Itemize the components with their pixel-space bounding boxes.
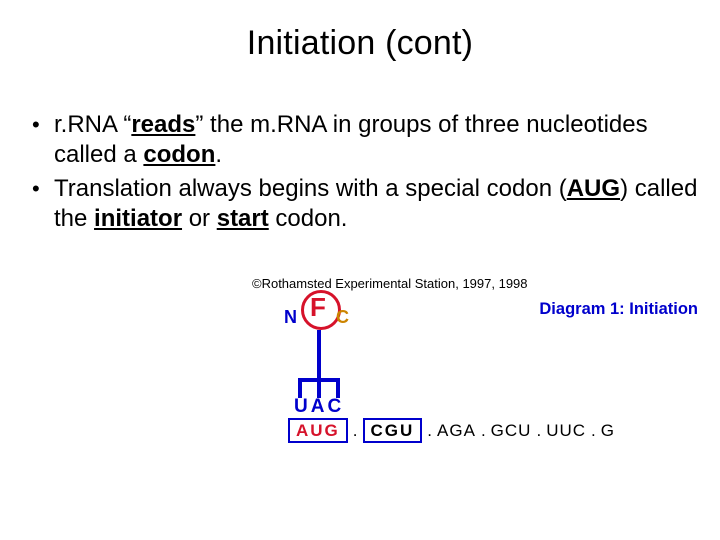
keyword-reads: reads — [131, 111, 195, 138]
bullet-dot-icon — [32, 110, 54, 140]
keyword-start: start — [217, 205, 269, 232]
trna-prong-icon — [317, 378, 321, 398]
bullet-dot-icon — [32, 174, 54, 204]
text: r.RNA “ — [54, 111, 131, 138]
codon-plain: AGA — [437, 421, 476, 441]
list-item: r.RNA “reads” the m.RNA in groups of thr… — [32, 110, 700, 170]
trna-prong-icon — [298, 378, 302, 398]
keyword-aug: AUG — [567, 175, 620, 202]
c-terminus-label: C — [336, 307, 349, 328]
text: Translation always begins with a special… — [54, 175, 567, 202]
n-terminus-label: N — [284, 307, 297, 328]
codon-plain: UUC — [546, 421, 586, 441]
initiation-diagram: ©Rothamsted Experimental Station, 1997, … — [222, 276, 702, 476]
mrna-codon-strip: AUG . CGU . AGA . GCU . UUC . G — [288, 418, 700, 443]
text: . — [215, 141, 222, 168]
codon-start: AUG — [288, 418, 348, 443]
trna-stem-icon — [317, 330, 321, 382]
codon-separator: . — [590, 421, 597, 441]
anticodon-label: UAC — [294, 396, 344, 418]
codon-separator: . — [480, 421, 487, 441]
codon-box: CGU — [363, 418, 423, 443]
bullet-text: r.RNA “reads” the m.RNA in groups of thr… — [54, 110, 700, 170]
diagram-title: Diagram 1: Initiation — [539, 300, 698, 319]
codon-plain: GCU — [491, 421, 532, 441]
codon-separator: . — [426, 421, 433, 441]
codon-plain: G — [601, 421, 615, 441]
text: codon. — [269, 205, 348, 232]
list-item: Translation always begins with a special… — [32, 174, 700, 234]
keyword-codon: codon — [143, 141, 215, 168]
page-title: Initiation (cont) — [0, 24, 720, 63]
codon-separator: . — [352, 421, 359, 441]
bullet-list: r.RNA “reads” the m.RNA in groups of thr… — [32, 110, 700, 238]
keyword-initiator: initiator — [94, 205, 182, 232]
fmet-amino-acid-icon: N F C — [286, 288, 348, 332]
fmet-letter: F — [301, 290, 335, 324]
bullet-text: Translation always begins with a special… — [54, 174, 700, 234]
trna-prong-icon — [336, 378, 340, 398]
codon-separator: . — [535, 421, 542, 441]
text: or — [182, 205, 217, 232]
